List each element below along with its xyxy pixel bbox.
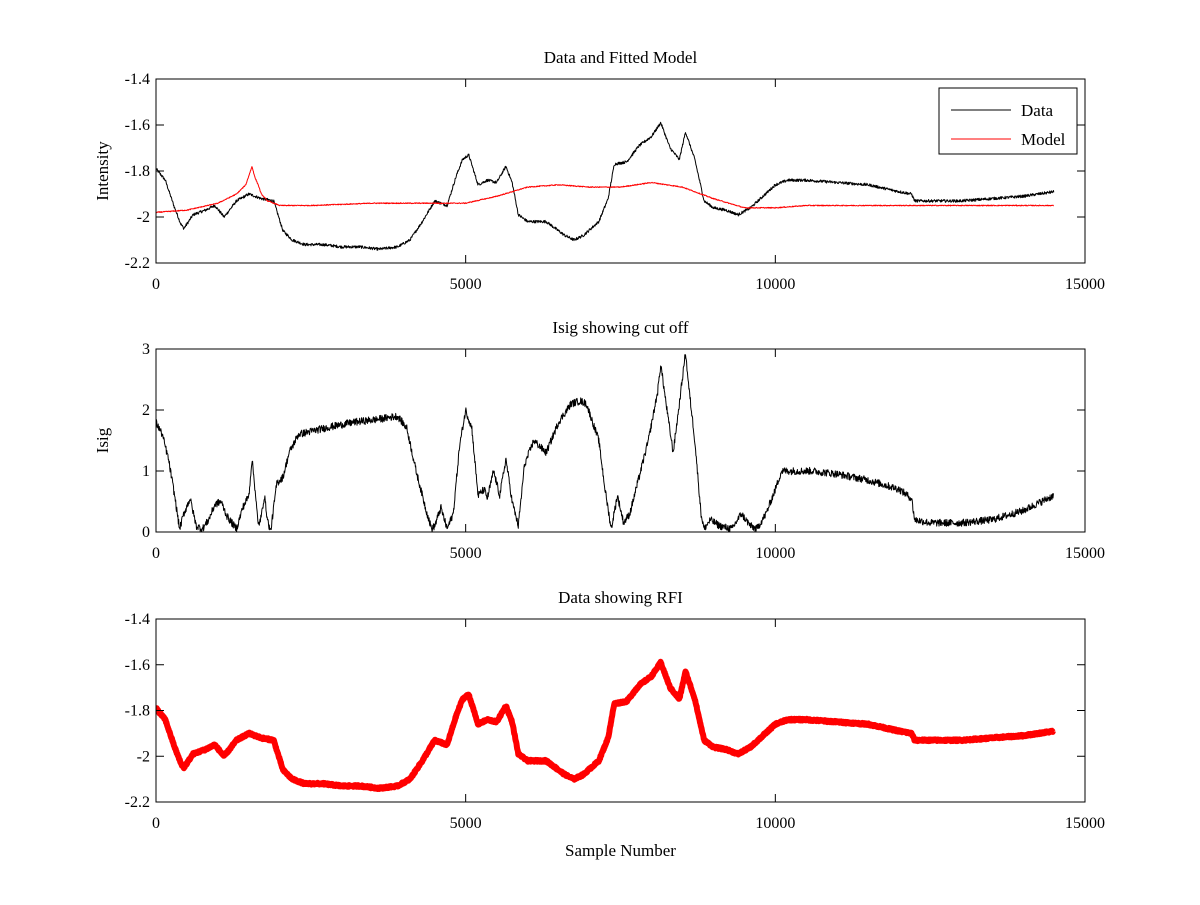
series-line-data (156, 121, 1055, 251)
chart-panel-1: 0 5000 10000 15000 -2.2 -2 -1.8 -1.6 -1.4 Data an… (93, 48, 1105, 293)
x-tick-label: 5000 (450, 276, 482, 293)
x-tick-label: 0 (152, 545, 160, 562)
y-tick-label: -2 (137, 209, 150, 226)
y-axis-label: Intensity (93, 141, 112, 201)
axes-box (155, 348, 1086, 533)
legend-label-data: Data (1021, 101, 1054, 120)
chart-panel-2: 0 5000 10000 15000 0 1 2 3 Isig showing cut off I… (93, 318, 1105, 562)
y-tick-label: -1.6 (125, 657, 150, 674)
chart-title: Data showing RFI (558, 588, 683, 607)
x-tick-label: 15000 (1065, 545, 1105, 562)
y-tick-label: -1.8 (125, 703, 150, 720)
x-tick-label: 5000 (450, 545, 482, 562)
x-tick-label: 5000 (450, 815, 482, 832)
y-tick-label: -2 (137, 748, 150, 765)
x-tick-label: 15000 (1065, 815, 1105, 832)
y-tick-label: 0 (142, 524, 150, 541)
x-tick-label: 15000 (1065, 276, 1105, 293)
x-tick-label: 10000 (755, 276, 795, 293)
x-tick-label: 0 (152, 276, 160, 293)
y-tick-label: -1.8 (125, 163, 150, 180)
y-tick-label: 1 (142, 463, 150, 480)
chart-panel-3: 0 5000 10000 15000 -2.2 -2 -1.8 -1.6 -1.4 Data sh… (125, 588, 1105, 860)
chart-title: Data and Fitted Model (544, 48, 698, 67)
legend-label-model: Model (1021, 130, 1066, 149)
y-tick-label: -1.4 (125, 71, 150, 88)
x-tick-label: 10000 (755, 545, 795, 562)
y-tick-label: 2 (142, 402, 150, 419)
x-axis-label: Sample Number (565, 841, 676, 860)
y-axis-label: Isig (93, 427, 112, 453)
x-tick-label: 10000 (755, 815, 795, 832)
y-tick-label: 3 (142, 341, 150, 358)
series-line-data (156, 658, 1057, 792)
series-line-data (156, 354, 1055, 532)
series-line-model (156, 166, 1054, 214)
y-tick-label: -1.6 (125, 117, 150, 134)
legend: Data Model (938, 87, 1078, 155)
chart-title: Isig showing cut off (552, 318, 688, 337)
legend-box (938, 87, 1078, 155)
x-tick-label: 0 (152, 815, 160, 832)
axes-box (155, 618, 1086, 803)
y-tick-label: -2.2 (125, 255, 150, 272)
y-tick-label: -2.2 (125, 794, 150, 811)
y-tick-label: -1.4 (125, 611, 150, 628)
